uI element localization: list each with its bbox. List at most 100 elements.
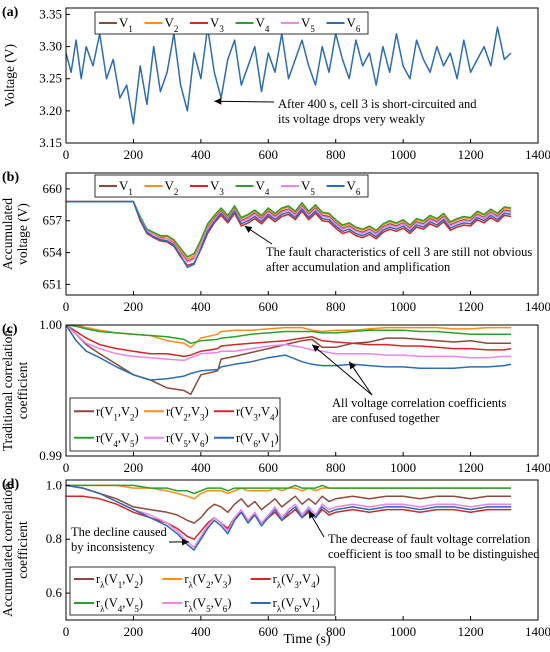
annotation-text: The decline caused xyxy=(71,525,168,539)
y-axis-label: Accumulated xyxy=(0,198,15,270)
legend-label: r(V1,V2) xyxy=(96,404,139,422)
chart-panel: 0 200 400 600 800 1000 1200 1400 3.15 3.20 3.25 3.3… xyxy=(2,5,550,162)
series-group xyxy=(66,325,512,396)
series-line xyxy=(66,484,511,495)
legend-label: rλ(V3,V4) xyxy=(273,572,320,590)
x-tick-label: 1200 xyxy=(458,460,484,475)
x-tick-label: 800 xyxy=(326,624,346,639)
x-tick-label: 1400 xyxy=(525,147,550,162)
x-tick-label: 1200 xyxy=(458,299,484,314)
arrow-head xyxy=(308,510,316,519)
legend-label: r(V2,V3) xyxy=(166,404,209,422)
chart-panel: 0 200 400 600 800 1000 1200 1400 0.99 1.00 (c)Trad… xyxy=(0,317,550,475)
x-tick-label: 1400 xyxy=(525,624,550,639)
y-tick-label: 0.99 xyxy=(39,448,62,463)
annotation-arrow xyxy=(214,100,275,103)
y-tick-label: 3.30 xyxy=(39,39,62,54)
y-tick-label: 1.00 xyxy=(39,317,62,332)
annotation: After 400 s, cell 3 is short-circuited a… xyxy=(214,97,477,126)
x-tick-label: 800 xyxy=(326,460,346,475)
legend-label: r(V4,V5) xyxy=(96,431,139,449)
series-group xyxy=(66,484,511,551)
series-line xyxy=(66,484,511,524)
annotation-text: its voltage drops very weakly xyxy=(278,112,426,126)
arrow-head xyxy=(214,97,222,105)
x-tick-label: 1200 xyxy=(458,624,484,639)
y-tick-label: 651 xyxy=(43,276,63,291)
series-group xyxy=(66,26,512,125)
legend: V1 V2 V3 V4 V5 V6 xyxy=(94,11,369,35)
x-tick-label: 0 xyxy=(63,460,70,475)
annotation-text: by inconsistency xyxy=(71,540,155,554)
x-tick-label: 400 xyxy=(191,460,211,475)
panel-label: (c) xyxy=(2,322,18,337)
series-line xyxy=(66,484,511,549)
arrow-head xyxy=(182,538,190,546)
legend-label: r(V6,V1) xyxy=(236,431,279,449)
series-line xyxy=(66,325,511,396)
series-line xyxy=(66,325,511,362)
legend-label: r(V3,V4) xyxy=(236,404,279,422)
x-tick-label: 600 xyxy=(259,299,279,314)
x-tick-label: 600 xyxy=(259,624,279,639)
panel-label: (b) xyxy=(2,170,19,185)
x-tick-label: 1200 xyxy=(458,147,484,162)
panel-label: (d) xyxy=(2,477,19,492)
legend-label: V3 xyxy=(210,15,224,34)
plot-frame xyxy=(65,172,539,296)
y-tick-label: 3.35 xyxy=(39,6,62,21)
annotation-text: coefficient is too small to be distingui… xyxy=(328,547,540,561)
legend-label: rλ(V2,V3) xyxy=(184,572,231,590)
legend-label: rλ(V5,V6) xyxy=(184,596,231,614)
legend-label: rλ(V6,V1) xyxy=(273,596,320,614)
x-tick-label: 1000 xyxy=(390,147,416,162)
plot-frame xyxy=(65,7,539,144)
x-tick-label: 1400 xyxy=(525,299,550,314)
series-line xyxy=(66,200,512,258)
x-tick-label: 400 xyxy=(191,147,211,162)
legend-label: rλ(V1,V2) xyxy=(96,572,143,590)
annotation: All voltage correlation coefficientsare … xyxy=(311,344,506,425)
chart-panel: 0 200 400 600 800 1000 1200 1400 0.6 0.8 1.0 (d)Acc… xyxy=(0,477,550,639)
legend-box xyxy=(69,566,336,616)
series-line xyxy=(66,26,512,125)
legend-label: V2 xyxy=(165,15,179,34)
chart-panel: 0 200 400 600 800 1000 1200 1400 651 654 657 660 (b)… xyxy=(0,170,550,314)
series-line xyxy=(66,200,512,263)
y-tick-label: 3.20 xyxy=(39,103,62,118)
series-line xyxy=(66,495,511,540)
y-tick-label: 1.0 xyxy=(46,477,62,492)
y-axis-label: Accumulated correlation xyxy=(0,483,15,617)
y-axis-label: coefficient xyxy=(15,521,30,579)
legend-label: V4 xyxy=(256,15,270,34)
legend-label: V4 xyxy=(256,178,270,197)
y-tick-label: 654 xyxy=(43,245,63,260)
legend-box xyxy=(94,174,369,198)
series-line xyxy=(66,325,512,381)
legend: rλ(V1,V2) rλ(V2,V3) rλ(V3,V4) rλ(V4,V5) rλ(V… xyxy=(69,566,336,616)
x-tick-label: 200 xyxy=(124,147,144,162)
series-group xyxy=(66,200,512,269)
legend-label: V5 xyxy=(301,15,315,34)
series-line xyxy=(66,484,511,551)
y-tick-label: 0.6 xyxy=(46,585,63,600)
legend-label: V2 xyxy=(165,178,179,197)
x-axis-label: Time (s) xyxy=(283,632,331,647)
x-tick-label: 0 xyxy=(63,299,70,314)
annotation-text: The fault characteristics of cell 3 are … xyxy=(266,245,532,259)
y-axis-label: coefficient xyxy=(15,362,30,420)
x-tick-label: 1000 xyxy=(390,624,416,639)
x-tick-label: 600 xyxy=(259,147,279,162)
legend-box xyxy=(69,397,281,452)
y-tick-label: 3.15 xyxy=(39,135,62,150)
y-tick-label: 0.8 xyxy=(46,531,62,546)
legend-label: rλ(V4,V5) xyxy=(96,596,143,614)
y-tick-label: 657 xyxy=(43,213,63,228)
series-line xyxy=(66,200,512,269)
x-tick-label: 800 xyxy=(326,147,346,162)
legend-label: V6 xyxy=(347,178,361,197)
legend-box xyxy=(94,11,369,35)
x-tick-label: 400 xyxy=(191,624,211,639)
x-tick-label: 1400 xyxy=(525,460,550,475)
annotation-text: are confused together xyxy=(332,411,440,425)
